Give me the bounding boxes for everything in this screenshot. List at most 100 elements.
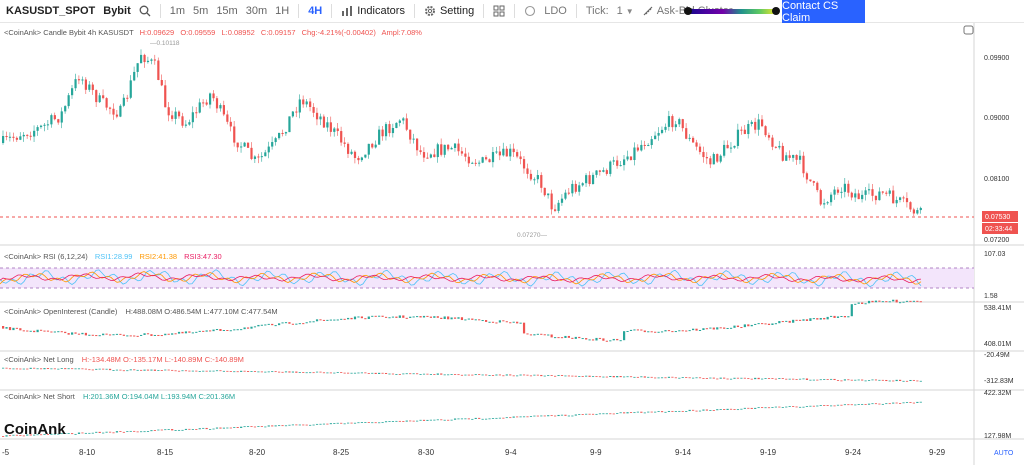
slider-knob-high[interactable]	[772, 7, 780, 15]
candle-body	[395, 122, 398, 128]
slider-knob-low[interactable]	[684, 7, 692, 15]
candle-body	[495, 151, 498, 153]
net-short-bar	[516, 416, 519, 418]
net-short-bar	[167, 429, 170, 430]
oi-candle	[350, 317, 353, 320]
oi-candle	[836, 316, 840, 318]
candle-body	[633, 147, 636, 160]
oi-candle	[795, 319, 798, 321]
ldo-dropdown[interactable]: LDO	[540, 0, 571, 23]
candle-body	[177, 111, 181, 117]
fullscreen-icon[interactable]	[963, 25, 974, 35]
net-short-bar	[33, 434, 36, 436]
oi-candle	[471, 318, 474, 320]
oi-candle	[315, 319, 319, 322]
candle-body	[905, 198, 909, 203]
net-long-bar	[798, 378, 802, 380]
oi-candle	[505, 321, 508, 323]
net-long-bar	[440, 373, 443, 375]
candle-body	[129, 80, 132, 98]
net-long-bar	[381, 372, 384, 374]
oi-candle	[205, 330, 208, 332]
chevron-down-icon: ▼	[625, 6, 634, 16]
net-short-bar	[315, 423, 319, 425]
candle-body	[474, 162, 477, 164]
timeframe-15m[interactable]: 15m	[216, 5, 238, 17]
candle-body	[167, 107, 170, 116]
oi-candle	[826, 316, 829, 320]
candle-body	[626, 156, 629, 160]
net-short-bar	[778, 406, 781, 408]
net-long-bar	[309, 372, 312, 374]
oi-candle	[64, 331, 67, 334]
net-long-bar	[416, 373, 419, 375]
x-axis[interactable]: -5 8-10 8-15 8-20 8-25 8-30 9-4 9-9 9-14 9-19 9-24…	[2, 448, 946, 457]
net-short-bar	[453, 418, 457, 420]
auto-scale-button[interactable]: AUTO	[994, 450, 1014, 457]
net-long-bar	[343, 372, 346, 374]
layout-button[interactable]	[489, 0, 509, 23]
candle-body	[57, 119, 60, 123]
candle-body	[374, 144, 377, 148]
candle-body	[864, 190, 867, 195]
oi-candle	[226, 330, 229, 332]
compare-button[interactable]	[520, 0, 540, 23]
net-long-bar	[705, 378, 708, 379]
net-short-bar	[795, 406, 798, 408]
net-long-bar	[319, 371, 322, 373]
candle-body	[560, 198, 564, 203]
color-gradient-slider[interactable]	[684, 7, 780, 15]
chart-canvas[interactable]: <CoinAnk> Candle Bybit 4h KASUSDT H:0.09…	[0, 23, 1024, 465]
candle-body	[588, 175, 591, 184]
net-short-bar	[416, 420, 419, 422]
oi-series	[2, 299, 922, 342]
indicators-button[interactable]: Indicators	[337, 0, 409, 23]
net-long-bar	[629, 376, 633, 378]
net-short-bar	[343, 423, 346, 425]
net-long-bar	[8, 368, 12, 370]
net-short-bar	[674, 411, 677, 412]
oi-candle	[326, 319, 329, 321]
oi-candle	[888, 301, 891, 303]
net-long-bar	[878, 379, 881, 381]
oi-candle	[761, 323, 764, 325]
net-short-bar	[761, 407, 764, 409]
candle-body	[60, 111, 63, 123]
price-tick-label: 0.09900	[984, 55, 1009, 62]
tick-dropdown[interactable]: Tick: 1 ▼	[582, 0, 638, 23]
net-short-bar	[764, 407, 767, 409]
timeframe-5m[interactable]: 5m	[193, 5, 209, 17]
net-short-bar	[126, 431, 129, 433]
oi-candle	[802, 319, 805, 321]
oi-candle	[357, 316, 360, 318]
oi-candle	[536, 333, 539, 335]
net-long-bar	[557, 375, 560, 376]
candle-body	[295, 111, 298, 113]
candle-body	[609, 161, 612, 174]
net-short-bar	[12, 434, 15, 436]
net-long-bar	[747, 378, 750, 379]
oi-candle	[481, 320, 484, 322]
exchange-label[interactable]: Bybit	[103, 5, 131, 17]
candle-body	[102, 95, 105, 99]
timeframe-4h[interactable]: 4H	[308, 5, 323, 17]
net-short-bar	[57, 433, 60, 435]
contact-cs-claim-button[interactable]: Contact CS Claim	[782, 0, 865, 24]
net-long-bar	[681, 377, 684, 379]
candle-body	[774, 146, 777, 148]
net-short-bar	[381, 422, 384, 424]
search-button[interactable]	[135, 0, 155, 23]
symbol-selector[interactable]: KASUSDT_SPOT	[0, 0, 99, 23]
net-short-bar	[202, 427, 205, 429]
oi-candle	[681, 330, 684, 332]
timeframe-30m[interactable]: 30m	[245, 5, 268, 17]
candle-body	[426, 157, 429, 159]
net-long-bar	[295, 371, 298, 373]
timeframe-1m[interactable]: 1m	[169, 5, 186, 17]
oi-candle	[236, 329, 239, 331]
net-short-bar	[71, 433, 74, 435]
net-long-bar	[757, 377, 760, 380]
setting-button[interactable]: Setting	[420, 0, 478, 23]
timeframe-1h[interactable]: 1H	[275, 5, 290, 17]
net-long-bar	[836, 380, 840, 381]
